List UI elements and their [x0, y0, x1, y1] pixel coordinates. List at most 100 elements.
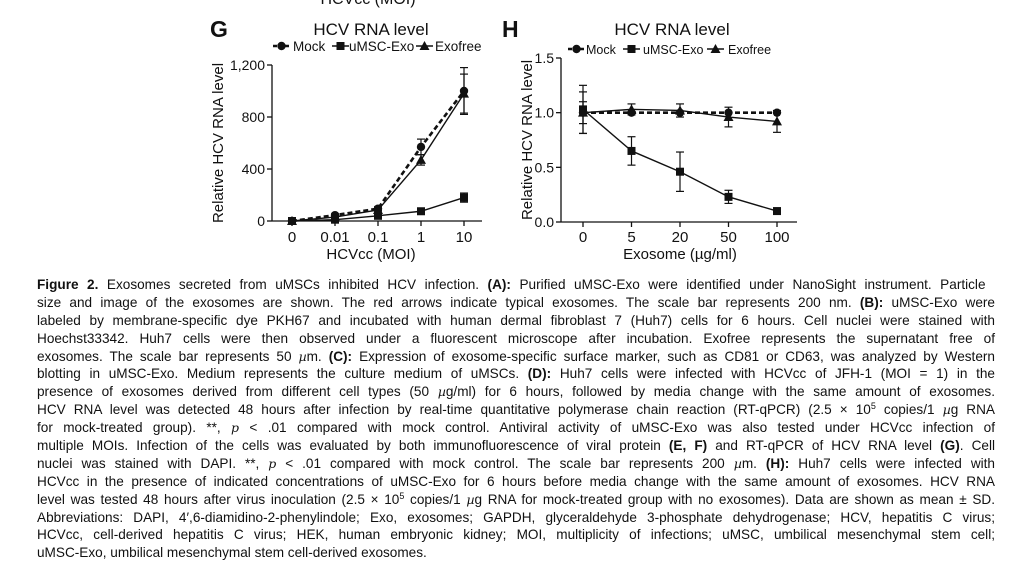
- data-point: [459, 88, 469, 98]
- caption-text: m.: [741, 455, 766, 471]
- caption-text: HCV RNA level was detected 48 hours afte…: [37, 402, 871, 418]
- y-tick-label: 0.5: [535, 159, 555, 175]
- y-tick-label: 0.0: [535, 214, 555, 230]
- caption-line: nuclei was stained with DAPI. **, p < .0…: [37, 455, 995, 473]
- series-line: [291, 90, 466, 223]
- data-point: [675, 105, 685, 115]
- x-tick-label: 10: [456, 229, 473, 246]
- caption-line: presence of exosomes derived from differ…: [37, 383, 995, 401]
- legend-marker: [277, 41, 286, 51]
- data-point: [723, 112, 734, 122]
- caption-text: labeled by membrane-specific dye PKH67 a…: [37, 312, 995, 328]
- caption-text: 5: [870, 401, 876, 412]
- x-tick-label: 100: [764, 229, 789, 246]
- caption-text: Abbreviations: DAPI, 4′,6-diamidino-2-ph…: [37, 509, 995, 525]
- data-point: [374, 211, 382, 220]
- caption-line: level was tested 48 hours after virus in…: [37, 491, 995, 509]
- series-exofree: [578, 91, 782, 135]
- x-tick-label: 1: [417, 229, 425, 246]
- caption-text: presence of exosomes derived from differ…: [37, 384, 438, 400]
- caption-panel-ref: (B):: [859, 294, 884, 310]
- caption-text: level was tested 48 hours after virus in…: [37, 491, 400, 507]
- data-point: [416, 154, 426, 164]
- caption-text: < .01 compared with mock control. Antivi…: [239, 420, 995, 436]
- caption-text: Hoechst33342. Huh7 cells were then obser…: [37, 330, 995, 346]
- x-axis-label: Exosome (µg/ml): [623, 246, 737, 263]
- caption-text: and RT-qPCR of HCV RNA level: [707, 438, 941, 454]
- caption-panel-ref: Figure 2.: [37, 277, 99, 292]
- x-tick-label: 20: [672, 229, 689, 246]
- series-exofree: [287, 73, 469, 225]
- data-point: [627, 146, 636, 155]
- data-point: [626, 104, 637, 114]
- caption-line: Figure 2. Exosomes secreted from uMSCs i…: [37, 276, 995, 294]
- y-tick-label: 800: [242, 109, 266, 125]
- legend-marker: [572, 44, 581, 54]
- caption-text: Exosomes secreted from uMSCs inhibited H…: [98, 277, 488, 292]
- caption-text: uMSC-Exo were: [883, 294, 995, 310]
- figure-caption: Figure 2. Exosomes secreted from uMSCs i…: [37, 276, 995, 562]
- data-point: [772, 116, 782, 126]
- x-tick-label: 0: [288, 229, 296, 246]
- caption-text: blotting in uMSC-Exo. Medium represents …: [37, 366, 528, 382]
- caption-text: g/ml) for 6 hours, followed by media cha…: [445, 384, 995, 400]
- caption-text: m.: [306, 348, 329, 364]
- x-tick-label: 50: [720, 229, 737, 246]
- legend-marker: [419, 41, 430, 50]
- x-tick-label: 0.1: [368, 229, 389, 246]
- caption-panel-ref: (C):: [328, 348, 353, 364]
- caption-text: exosomes. The scale bar represents 50: [37, 348, 299, 364]
- caption-text: 5: [399, 490, 405, 501]
- data-point: [773, 207, 781, 216]
- x-tick-label: 5: [627, 229, 635, 246]
- caption-line: blotting in uMSC-Exo. Medium represents …: [37, 365, 995, 383]
- caption-text: copies/1: [404, 491, 467, 507]
- caption-panel-ref: (H):: [765, 455, 790, 471]
- y-tick-label: 1,200: [230, 57, 265, 73]
- panel-g-chart: G HCV RNA level Relative HCV RNA level HCVc…: [210, 16, 482, 263]
- caption-line: Hoechst33342. Huh7 cells were then obser…: [37, 330, 995, 348]
- caption-text: µ: [733, 455, 742, 471]
- y-axis-label: Relative HCV RNA level: [210, 63, 227, 223]
- data-point: [676, 167, 684, 176]
- caption-panel-ref: (D):: [527, 366, 552, 382]
- panel-letter: G: [210, 16, 228, 42]
- caption-text: < .01 compared with mock control. The sc…: [276, 455, 734, 471]
- caption-text: HCVcc in the presence of indicated conce…: [37, 473, 995, 489]
- x-tick-label: 0: [579, 229, 587, 246]
- caption-line: uMSC-Exo, umbilical mesenchymal stem cel…: [37, 544, 995, 562]
- legend-marker: [710, 44, 721, 53]
- legend-label: uMSC-Exo: [643, 43, 703, 57]
- cropped-top-axis-label: HCVcc (MOI): [320, 0, 415, 8]
- data-point: [724, 192, 733, 201]
- caption-line: Abbreviations: DAPI, 4′,6-diamidino-2-ph…: [37, 509, 995, 527]
- caption-line: labeled by membrane-specific dye PKH67 a…: [37, 312, 995, 330]
- caption-panel-ref: (G): [940, 438, 960, 454]
- data-point: [416, 142, 426, 152]
- caption-line: multiple MOIs. Infection of the cells wa…: [37, 437, 995, 455]
- legend-marker: [336, 42, 345, 50]
- legend-marker: [627, 45, 636, 53]
- series-line: [291, 93, 465, 222]
- legend-label: Mock: [293, 39, 326, 54]
- caption-text: Huh7 cells were infected with HCVcc of J…: [551, 366, 995, 382]
- caption-text: g RNA: [950, 402, 995, 418]
- caption-text: µ: [298, 348, 307, 364]
- y-tick-label: 1.0: [535, 105, 555, 121]
- data-point: [373, 204, 383, 214]
- legend-label: uMSC-Exo: [349, 39, 414, 54]
- caption-text: p: [268, 455, 277, 471]
- caption-text: for mock-treated group). **,: [37, 420, 232, 436]
- caption-line: HCVcc, cell-derived hepatitis C virus; H…: [37, 526, 995, 544]
- caption-text: uMSC-Exo, umbilical mesenchymal stem cel…: [37, 545, 427, 561]
- caption-line: size and image of the exosomes are shown…: [37, 294, 995, 312]
- caption-text: Huh7 cells were infected with: [789, 455, 995, 471]
- caption-line: HCV RNA level was detected 48 hours afte…: [37, 401, 995, 419]
- caption-text: Purified uMSC-Exo were identified under …: [510, 277, 986, 292]
- caption-line: exosomes. The scale bar represents 50 µm…: [37, 348, 995, 366]
- data-point: [460, 193, 468, 202]
- caption-panel-ref: (E, F): [668, 438, 708, 454]
- caption-text: µ: [942, 402, 951, 418]
- y-tick-label: 1.5: [535, 50, 555, 66]
- data-point: [417, 207, 425, 216]
